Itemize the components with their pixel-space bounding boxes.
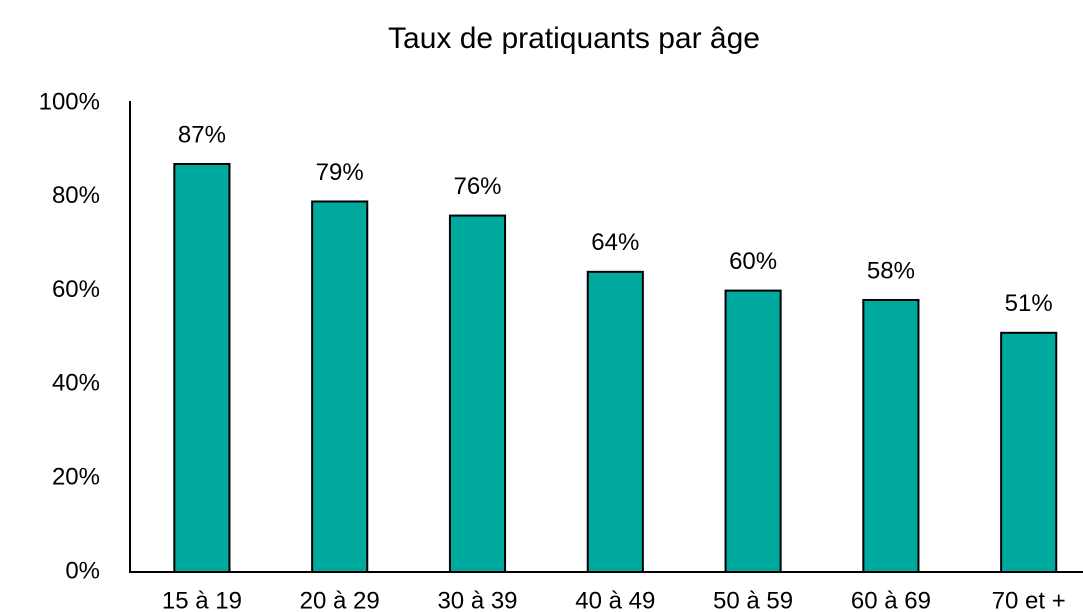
bar <box>1000 331 1058 573</box>
data-label: 64% <box>591 229 639 256</box>
bar <box>448 214 507 573</box>
x-tick-label: 40 à 49 <box>575 587 655 612</box>
bar <box>311 200 369 574</box>
data-label: 79% <box>316 159 364 186</box>
y-tick-label: 20% <box>52 464 100 491</box>
data-label: 60% <box>729 248 777 275</box>
y-tick-label: 40% <box>52 370 100 397</box>
data-label: 51% <box>1005 290 1053 317</box>
bar <box>862 298 920 573</box>
bar <box>724 289 782 573</box>
bar <box>586 270 644 573</box>
y-tick-label: 0% <box>65 557 100 584</box>
x-tick-label: 70 et + <box>992 587 1066 612</box>
x-tick-label: 20 à 29 <box>300 587 380 612</box>
x-tick-label: 50 à 59 <box>713 587 793 612</box>
data-label: 76% <box>453 173 501 200</box>
y-tick-label: 100% <box>39 88 100 115</box>
chart-title: Taux de pratiquants par âge <box>388 22 760 55</box>
data-label: 87% <box>178 121 226 148</box>
y-tick-label: 60% <box>52 276 100 303</box>
data-label: 58% <box>867 257 915 284</box>
bar <box>173 162 231 573</box>
x-tick-label: 60 à 69 <box>851 587 931 612</box>
x-tick-label: 30 à 39 <box>437 587 517 612</box>
y-tick-label: 80% <box>52 182 100 209</box>
x-tick-label: 15 à 19 <box>162 587 242 612</box>
